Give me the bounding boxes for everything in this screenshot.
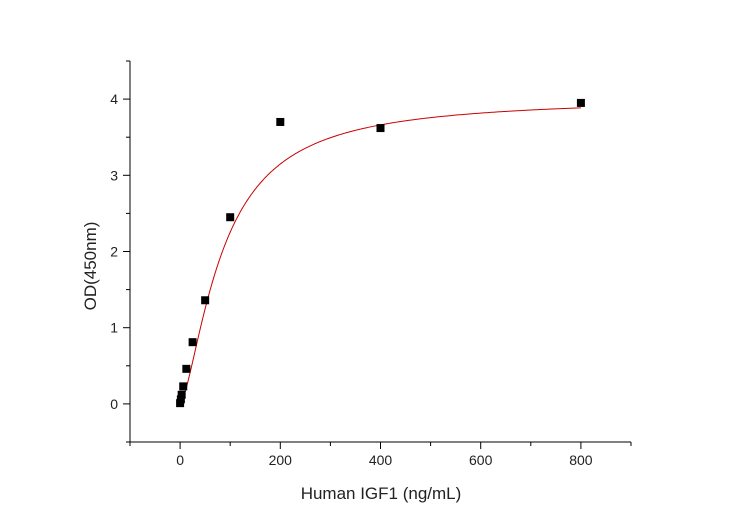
data-point [576,98,585,107]
data-point [201,296,210,305]
y-axis-title: OD(450nm) [81,222,100,311]
y-tick-label: 4 [110,91,118,107]
x-tick-label: 0 [176,452,184,468]
x-tick-label: 600 [469,452,493,468]
y-tick-label: 3 [110,167,118,183]
data-points [176,98,585,408]
data-point [188,338,197,347]
data-point [376,124,385,133]
y-tick-label: 0 [110,396,118,412]
y-tick-label: 2 [110,244,118,260]
x-tick-label: 800 [569,452,593,468]
x-tick-label: 200 [269,452,293,468]
data-point [276,117,285,126]
y-ticks: 0 1 2 3 4 [110,60,130,443]
data-point [179,382,188,391]
x-ticks: 0 200 400 600 800 [129,442,632,468]
data-point [177,390,186,399]
x-tick-label: 400 [369,452,393,468]
data-point [226,213,235,222]
fit-curve [179,107,581,405]
plot-frame [129,61,631,443]
y-tick-label: 1 [110,320,118,336]
x-axis-title: Human IGF1 (ng/mL) [301,484,462,503]
data-point [182,364,191,373]
data-point [176,395,185,404]
